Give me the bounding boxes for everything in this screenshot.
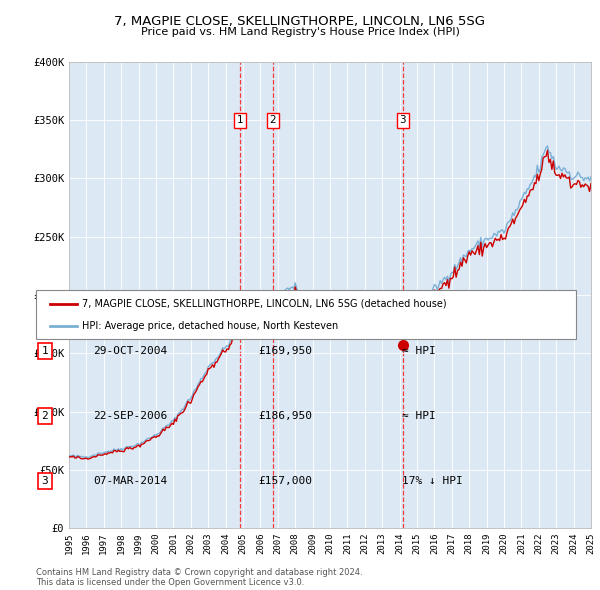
Text: 1: 1 <box>41 346 49 356</box>
Text: £169,950: £169,950 <box>258 346 312 356</box>
Text: 17% ↓ HPI: 17% ↓ HPI <box>402 476 463 486</box>
Text: 7, MAGPIE CLOSE, SKELLINGTHORPE, LINCOLN, LN6 5SG: 7, MAGPIE CLOSE, SKELLINGTHORPE, LINCOLN… <box>115 15 485 28</box>
Text: Price paid vs. HM Land Registry's House Price Index (HPI): Price paid vs. HM Land Registry's House … <box>140 27 460 37</box>
Text: 2: 2 <box>41 411 49 421</box>
Text: 2: 2 <box>269 115 276 125</box>
Text: ≈ HPI: ≈ HPI <box>402 346 436 356</box>
Text: 07-MAR-2014: 07-MAR-2014 <box>93 476 167 486</box>
Text: 3: 3 <box>400 115 406 125</box>
Text: 3: 3 <box>41 476 49 486</box>
FancyBboxPatch shape <box>36 290 576 339</box>
Text: 7, MAGPIE CLOSE, SKELLINGTHORPE, LINCOLN, LN6 5SG (detached house): 7, MAGPIE CLOSE, SKELLINGTHORPE, LINCOLN… <box>82 299 446 309</box>
Text: £186,950: £186,950 <box>258 411 312 421</box>
Text: ≈ HPI: ≈ HPI <box>402 411 436 421</box>
Text: 1: 1 <box>237 115 244 125</box>
Text: 29-OCT-2004: 29-OCT-2004 <box>93 346 167 356</box>
Text: 22-SEP-2006: 22-SEP-2006 <box>93 411 167 421</box>
Text: £157,000: £157,000 <box>258 476 312 486</box>
Text: HPI: Average price, detached house, North Kesteven: HPI: Average price, detached house, Nort… <box>82 321 338 331</box>
Text: Contains HM Land Registry data © Crown copyright and database right 2024.
This d: Contains HM Land Registry data © Crown c… <box>36 568 362 587</box>
